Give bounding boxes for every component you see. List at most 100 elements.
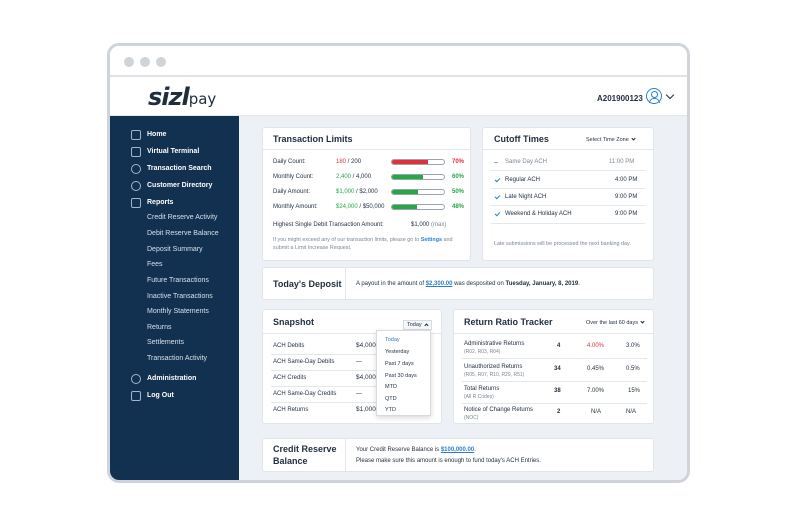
sidebar-item-administration[interactable]: Administration [110, 373, 239, 387]
sidebar-item-transaction-search[interactable]: Transaction Search [110, 163, 239, 177]
divider [491, 205, 645, 206]
ratio-limit: 15% [628, 388, 641, 394]
check-icon [494, 210, 501, 217]
sidebar-item-virtual-terminal[interactable]: Virtual Terminal [110, 146, 239, 160]
main-content: Transaction Limits Daily Count: 180 / 20… [239, 116, 687, 480]
sidebar-subitem-transaction-activity[interactable]: Transaction Activity [147, 355, 208, 362]
limit-total: $2,000 [359, 189, 378, 195]
chevron-up-icon [424, 323, 429, 328]
limit-progress-bar [391, 159, 445, 165]
period-option[interactable]: YTD [385, 407, 396, 413]
divider [491, 170, 645, 171]
gear-icon [131, 374, 141, 384]
sidebar-item-home[interactable]: Home [110, 129, 239, 143]
limit-used: $24,000 [336, 204, 358, 210]
sidebar-subitem-debit-reserve-balance[interactable]: Debit Reserve Balance [147, 230, 219, 237]
divider [483, 149, 653, 150]
limit-label: Monthly Amount: [273, 204, 318, 210]
sidebar-item-label: Home [147, 131, 167, 138]
sidebar-subitem-inactive-transactions[interactable]: Inactive Transactions [147, 293, 213, 300]
reserve-note: Please make sure this amount is enough t… [356, 458, 541, 464]
sidebar-item-label: Customer Directory [147, 182, 213, 189]
period-option[interactable]: MTD [385, 384, 397, 390]
check-icon [494, 193, 501, 200]
app-header: sizlpay A201900123 [110, 79, 687, 116]
limit-label: Daily Amount: [273, 189, 311, 195]
snapshot-period-select[interactable]: Today [403, 320, 432, 330]
window-dot-icon [156, 57, 166, 67]
cutoff-time: 4:00 PM [615, 177, 638, 183]
sidebar-subitem-credit-reserve-activity[interactable]: Credit Reserve Activity [147, 214, 218, 221]
sidebar-subitem-future-transactions[interactable]: Future Transactions [147, 277, 209, 284]
card-title: Cutoff Times [494, 134, 549, 144]
cutoff-label: Same Day ACH [505, 159, 548, 165]
divider [263, 149, 470, 150]
sidebar-item-label: Transaction Search [147, 165, 212, 172]
ratio-codes: (NOC) [464, 415, 479, 421]
user-avatar-icon[interactable] [646, 88, 662, 104]
limit-separator: / [354, 189, 360, 195]
highest-debit-label: Highest Single Debit Transaction Amount: [273, 222, 384, 228]
deposit-date: Tuesday, January, 8, 2019 [505, 281, 579, 287]
sidebar-subitem-settlements[interactable]: Settlements [147, 339, 184, 346]
ratio-label: Administrative Returns [464, 341, 525, 347]
reserve-amount-link[interactable]: $100,000.00 [440, 447, 475, 453]
sidebar-item-reports[interactable]: Reports [110, 197, 239, 211]
cutoff-label: Regular ACH [505, 177, 541, 183]
limit-separator: / [357, 204, 363, 210]
sidebar-subitem-returns[interactable]: Returns [147, 324, 172, 331]
home-icon [131, 130, 141, 140]
sidebar-subitem-monthly-statements[interactable]: Monthly Statements [147, 308, 209, 315]
deposit-text-post: . [578, 281, 580, 287]
ratio-percent: 4.00% [587, 343, 605, 349]
deposit-amount-link[interactable]: $2,300.00 [425, 281, 453, 287]
period-option[interactable]: Past 30 days [385, 373, 417, 379]
card-title: Snapshot [273, 317, 315, 327]
limit-progress-fill [392, 175, 424, 179]
ratio-codes: (All R Codes) [464, 394, 494, 400]
logo-main: sizl [148, 83, 190, 111]
sidebar-item-log-out[interactable]: Log Out [110, 390, 239, 404]
ratio-count: 2 [557, 409, 561, 415]
settings-link[interactable]: Settings [420, 237, 442, 243]
divider [345, 439, 346, 471]
period-option[interactable]: Today [385, 337, 400, 343]
timezone-select[interactable]: Select Time Zone [586, 136, 636, 143]
limit-progress-bar [391, 204, 445, 210]
divider [462, 358, 647, 359]
limit-progress-bar [391, 174, 445, 180]
transaction-limits-card: Transaction Limits Daily Count: 180 / 20… [262, 127, 471, 261]
snapshot-label: ACH Same-Day Debits [273, 359, 335, 365]
period-option[interactable]: Past 7 days [385, 361, 414, 367]
limit-total: $50,000 [362, 204, 385, 210]
chevron-down-icon [631, 136, 636, 141]
sizlpay-logo[interactable]: sizlpay [148, 83, 216, 111]
ratio-count: 38 [554, 388, 561, 394]
search-icon [131, 164, 141, 174]
period-option[interactable]: Yesterday [385, 349, 410, 355]
chevron-down-icon[interactable] [665, 90, 675, 100]
ratio-label: Total Returns [464, 386, 500, 392]
monitor-icon [131, 147, 141, 157]
dash-icon [494, 162, 498, 163]
period-select-label: Over the last 60 days [586, 320, 638, 326]
limit-value: 180 / 200 [336, 159, 361, 165]
sidebar-item-customer-directory[interactable]: Customer Directory [110, 180, 239, 194]
highest-debit-value: $1,000 (max) [411, 222, 446, 228]
divider [345, 268, 346, 299]
ratio-percent: N/A [591, 409, 602, 415]
ratio-label: Notice of Change Returns [464, 407, 534, 413]
sidebar-subitem-fees[interactable]: Fees [147, 261, 163, 268]
sidebar-item-label: Virtual Terminal [147, 148, 200, 155]
limit-percent: 50% [452, 189, 465, 195]
cutoff-time: 9:00 PM [615, 194, 638, 200]
ratio-period-select[interactable]: Over the last 60 days [586, 319, 645, 326]
snapshot-value: $1,000.0 [356, 406, 382, 413]
snapshot-label: ACH Credits [273, 375, 307, 381]
highest-debit-suffix: (max) [431, 222, 447, 228]
divider [462, 403, 647, 404]
window-titlebar [110, 46, 687, 77]
period-option[interactable]: QTD [385, 396, 397, 402]
sidebar-subitem-deposit-summary[interactable]: Deposit Summary [147, 246, 203, 253]
snapshot-value: $4,000.0 [356, 342, 382, 349]
